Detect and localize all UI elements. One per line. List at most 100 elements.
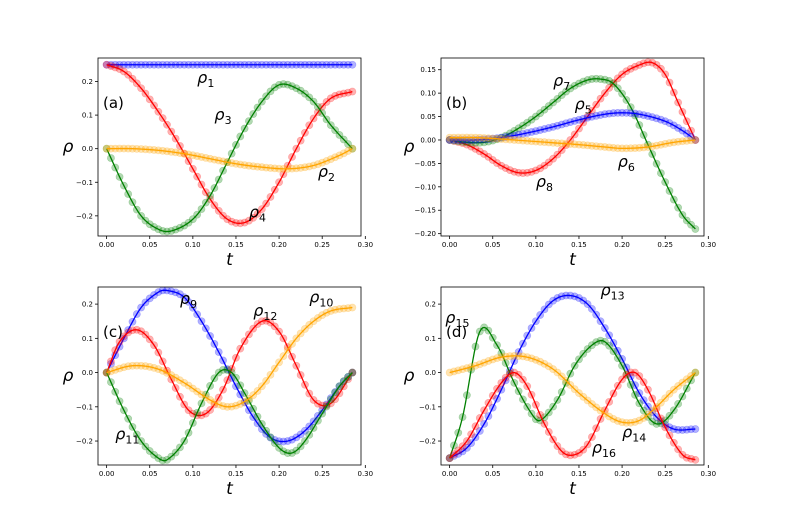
data-point — [445, 368, 454, 377]
x-tick-label: 0.10 — [185, 241, 201, 249]
data-point — [270, 164, 279, 173]
data-point — [510, 131, 519, 140]
data-point — [305, 389, 314, 398]
data-point — [501, 135, 510, 144]
data-point — [145, 447, 154, 455]
data-point — [257, 163, 266, 172]
data-point — [115, 60, 124, 69]
data-point — [682, 216, 691, 225]
data-point — [592, 310, 601, 319]
plot-area — [102, 287, 357, 465]
data-point — [527, 128, 536, 136]
series-2 — [102, 60, 357, 228]
data-point — [201, 409, 210, 418]
x-tick-label: 0.05 — [485, 241, 501, 249]
data-point — [236, 400, 245, 408]
data-point — [570, 117, 579, 125]
data-point — [609, 347, 618, 356]
data-point — [687, 372, 695, 380]
data-point — [150, 341, 158, 350]
data-point — [176, 142, 184, 150]
x-tick-label: 0.10 — [185, 470, 201, 478]
data-point — [171, 148, 180, 157]
data-point — [588, 341, 596, 350]
data-point — [523, 331, 532, 340]
data-point — [575, 115, 583, 124]
data-point — [618, 418, 626, 427]
data-point — [557, 388, 566, 396]
data-point — [523, 403, 532, 411]
plot-frame — [97, 286, 362, 466]
data-point — [596, 94, 605, 103]
data-point — [236, 160, 245, 169]
data-point — [214, 393, 223, 402]
x-tick-label: 0.10 — [528, 241, 544, 249]
data-point — [596, 111, 605, 119]
data-point — [201, 60, 210, 69]
data-point — [480, 138, 489, 147]
data-point — [626, 144, 635, 153]
data-point — [102, 368, 111, 377]
data-point — [249, 413, 258, 421]
data-point — [275, 327, 283, 336]
data-point — [111, 144, 120, 153]
data-point — [253, 60, 262, 69]
data-point — [137, 211, 146, 220]
x-tick-label: 0.05 — [142, 470, 158, 478]
data-point — [206, 381, 214, 390]
data-point — [458, 365, 467, 374]
data-point — [119, 406, 128, 415]
plot-frame — [97, 57, 362, 237]
data-point — [296, 60, 305, 69]
data-point — [691, 225, 700, 233]
data-point — [497, 385, 506, 394]
series-3 — [102, 365, 357, 465]
data-point — [279, 60, 288, 69]
data-point — [536, 126, 545, 134]
data-point — [253, 162, 262, 171]
data-point — [214, 348, 223, 356]
data-point — [132, 144, 141, 153]
data-point — [240, 161, 249, 169]
data-point — [669, 88, 678, 97]
data-point — [544, 158, 553, 167]
chart-panel-3: 0.00 0.05 0.10 0.15 0.20 0.25 0.30 −0.2 −0.1 0.0 0… — [63, 286, 373, 499]
series-line — [449, 294, 696, 459]
data-point — [462, 437, 471, 445]
data-point — [531, 166, 540, 175]
data-point — [588, 433, 596, 441]
data-point — [132, 430, 141, 439]
data-point — [296, 371, 305, 379]
data-point — [227, 159, 236, 167]
data-point — [292, 164, 301, 173]
data-point — [687, 136, 695, 145]
data-point — [566, 451, 575, 460]
series-annotation: ρ5 — [575, 95, 592, 117]
data-point — [674, 98, 683, 107]
data-point — [687, 454, 695, 463]
data-point — [275, 178, 283, 187]
plot-area — [102, 60, 357, 236]
data-point — [488, 403, 497, 412]
data-point — [176, 223, 184, 232]
data-point — [253, 387, 262, 395]
data-point — [557, 292, 566, 301]
data-point — [605, 109, 614, 118]
data-point — [188, 419, 197, 427]
data-point — [687, 376, 695, 385]
data-point — [669, 195, 678, 204]
data-point — [674, 426, 683, 434]
y-axis-label: ρ — [63, 366, 74, 386]
data-point — [540, 125, 549, 133]
data-point — [519, 169, 527, 177]
x-tick-label: 0.25 — [314, 241, 330, 249]
data-point — [493, 394, 501, 403]
data-point — [484, 326, 493, 335]
data-point — [665, 389, 674, 398]
data-point — [171, 448, 180, 457]
data-point — [163, 368, 171, 377]
data-point — [236, 381, 245, 390]
data-point — [484, 398, 493, 407]
plot-frame — [440, 286, 705, 466]
data-point — [519, 136, 527, 145]
